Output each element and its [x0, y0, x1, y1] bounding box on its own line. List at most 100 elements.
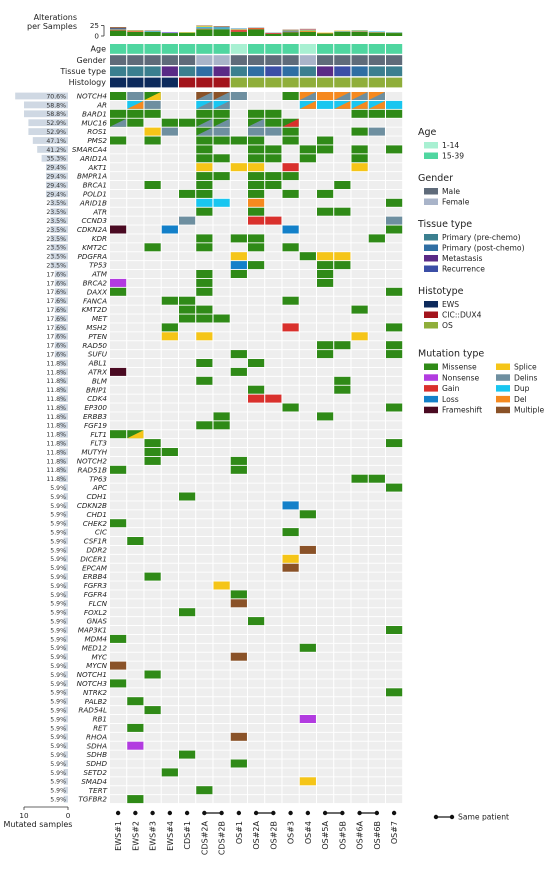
matrix-cell: [248, 483, 265, 492]
matrix-cell: [127, 350, 144, 359]
burden-bar-segment: [110, 30, 127, 36]
clinical-cell: [144, 77, 161, 88]
mutated-samples-bar: [54, 288, 68, 296]
matrix-cell: [179, 92, 196, 100]
matrix-cell: [299, 786, 316, 795]
mutation-missense: [144, 439, 161, 448]
matrix-cell: [299, 296, 316, 305]
mutation-missense: [230, 136, 247, 145]
matrix-cell: [230, 278, 247, 287]
matrix-cell: [265, 341, 282, 350]
matrix-cell: [265, 563, 282, 572]
sample-dot: [202, 810, 207, 816]
burden-bar-segment: [196, 26, 213, 28]
matrix-cell: [282, 350, 299, 359]
matrix-cell: [317, 519, 334, 528]
mutated-samples-bar: [63, 484, 68, 491]
matrix-cell: [161, 670, 178, 679]
mutated-samples-bar: [54, 332, 68, 340]
matrix-cell: [179, 661, 196, 670]
mutation-missense: [110, 519, 127, 528]
gene-percent: 29.4%: [46, 182, 66, 189]
matrix-cell: [265, 750, 282, 759]
matrix-cell: [317, 376, 334, 385]
matrix-cell: [334, 706, 351, 715]
mutation-delins: [179, 216, 196, 225]
legend-swatch: [424, 142, 438, 149]
matrix-cell: [110, 545, 127, 554]
matrix-cell: [351, 732, 368, 741]
matrix-cell: [334, 528, 351, 537]
matrix-cell: [248, 278, 265, 287]
gene-label: RAD51B: [77, 465, 107, 474]
mutation-splice: [317, 252, 334, 261]
matrix-cell: [248, 421, 265, 430]
gene-label: RAD50: [82, 341, 107, 350]
matrix-cell: [317, 545, 334, 554]
matrix-cell: [179, 626, 196, 634]
mutation-missense: [386, 626, 403, 634]
gene-label: SDHD: [86, 759, 108, 768]
matrix-cell: [110, 777, 127, 786]
matrix-cell: [368, 296, 385, 305]
clinical-cell: [127, 55, 144, 65]
matrix-cell: [282, 537, 299, 545]
matrix-cell: [127, 483, 144, 492]
matrix-cell: [368, 528, 385, 537]
matrix-cell: [334, 768, 351, 777]
matrix-cell: [299, 634, 316, 643]
matrix-cell: [265, 732, 282, 741]
matrix-cell: [299, 163, 316, 172]
matrix-cell: [196, 750, 213, 759]
matrix-cell: [317, 474, 334, 483]
matrix-cell: [127, 287, 144, 296]
gene-percent: 23.5%: [46, 209, 66, 216]
matrix-cell: [317, 243, 334, 252]
gene-label: ARID1A: [79, 154, 107, 163]
mutation-missense: [386, 439, 403, 448]
matrix-cell: [368, 172, 385, 181]
mutation-delins: [196, 92, 213, 100]
matrix-cell: [110, 412, 127, 421]
sample-label: OS#1: [235, 821, 244, 844]
gene-label: BARD1: [82, 109, 107, 118]
matrix-cell: [248, 545, 265, 554]
matrix-cell: [351, 439, 368, 448]
matrix-cell: [213, 456, 230, 465]
matrix-cell: [230, 172, 247, 181]
mutation-missense: [110, 465, 127, 474]
gene-label: CSF1R: [84, 537, 107, 546]
matrix-cell: [386, 661, 403, 670]
matrix-cell: [110, 181, 127, 189]
matrix-cell: [334, 332, 351, 341]
matrix-cell: [230, 688, 247, 697]
matrix-cell: [334, 652, 351, 661]
matrix-cell: [179, 465, 196, 474]
matrix-cell: [127, 332, 144, 341]
sample-dot: [322, 810, 328, 816]
matrix-cell: [179, 643, 196, 652]
mutation-gain: [282, 323, 299, 332]
matrix-cell: [317, 750, 334, 759]
matrix-cell: [317, 216, 334, 225]
matrix-cell: [179, 198, 196, 207]
matrix-cell: [299, 430, 316, 439]
mutation-missense: [161, 768, 178, 777]
matrix-cell: [230, 100, 247, 109]
matrix-cell: [161, 439, 178, 448]
matrix-cell: [144, 528, 161, 537]
matrix-cell: [161, 385, 178, 394]
matrix-cell: [144, 145, 161, 154]
mutation-missense: [368, 234, 385, 243]
matrix-cell: [351, 634, 368, 643]
matrix-cell: [161, 537, 178, 545]
matrix-cell: [248, 341, 265, 350]
gene-label: MED12: [82, 643, 108, 652]
sample-dot: [184, 810, 190, 816]
mutation-delins: [161, 127, 178, 136]
matrix-cell: [334, 501, 351, 510]
mutated-samples-bar: [63, 564, 68, 572]
matrix-cell: [386, 599, 403, 608]
matrix-cell: [334, 216, 351, 225]
